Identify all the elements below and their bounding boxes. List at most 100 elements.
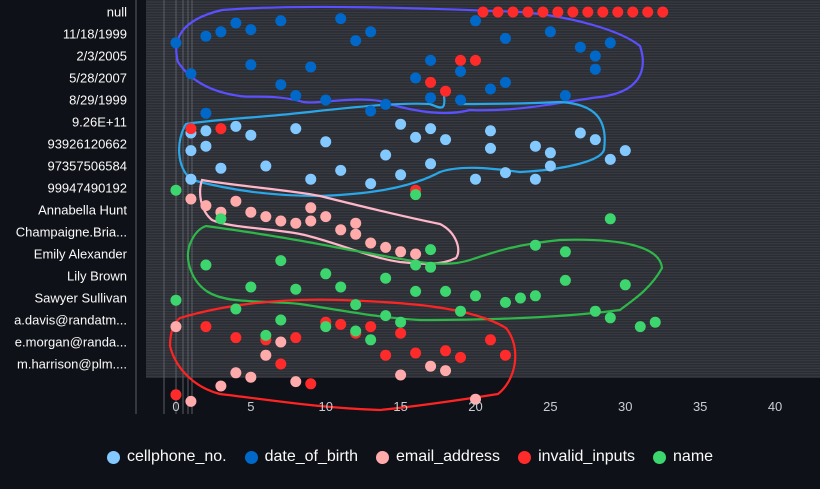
data-point[interactable]	[275, 358, 287, 370]
data-point[interactable]	[350, 228, 362, 240]
data-point[interactable]	[604, 37, 616, 49]
data-point[interactable]	[230, 303, 242, 315]
data-point[interactable]	[320, 321, 332, 333]
data-point[interactable]	[634, 321, 646, 333]
data-point[interactable]	[455, 54, 467, 66]
data-point[interactable]	[290, 332, 302, 344]
data-point[interactable]	[642, 6, 654, 18]
data-point[interactable]	[425, 92, 437, 104]
data-point[interactable]	[619, 145, 631, 157]
data-point[interactable]	[567, 6, 579, 18]
data-point[interactable]	[492, 6, 504, 18]
legend-item-email-address[interactable]: email_address	[376, 448, 500, 466]
data-point[interactable]	[455, 305, 467, 317]
data-point[interactable]	[275, 255, 287, 267]
data-point[interactable]	[440, 285, 452, 297]
data-point[interactable]	[185, 145, 197, 157]
data-point[interactable]	[522, 6, 534, 18]
legend-item-invalid-inputs[interactable]: invalid_inputs	[518, 448, 635, 466]
data-point[interactable]	[455, 351, 467, 363]
data-point[interactable]	[395, 118, 407, 130]
data-point[interactable]	[529, 290, 541, 302]
data-point[interactable]	[185, 123, 197, 135]
data-point[interactable]	[230, 332, 242, 344]
data-point[interactable]	[455, 65, 467, 77]
data-point[interactable]	[320, 268, 332, 280]
data-point[interactable]	[350, 299, 362, 311]
data-point[interactable]	[544, 26, 556, 38]
data-point[interactable]	[514, 292, 526, 304]
data-point[interactable]	[200, 107, 212, 119]
data-point[interactable]	[380, 310, 392, 322]
data-point[interactable]	[365, 105, 377, 117]
data-point[interactable]	[649, 316, 661, 328]
data-point[interactable]	[627, 6, 639, 18]
data-point[interactable]	[589, 63, 601, 75]
data-point[interactable]	[380, 149, 392, 161]
data-point[interactable]	[425, 123, 437, 135]
data-point[interactable]	[380, 349, 392, 361]
data-point[interactable]	[185, 395, 197, 407]
data-point[interactable]	[395, 316, 407, 328]
data-point[interactable]	[230, 17, 242, 29]
legend-item-name[interactable]: name	[653, 448, 713, 466]
data-point[interactable]	[455, 94, 467, 106]
data-point[interactable]	[529, 140, 541, 152]
data-point[interactable]	[290, 123, 302, 135]
data-point[interactable]	[215, 213, 227, 225]
data-point[interactable]	[499, 32, 511, 44]
data-point[interactable]	[290, 217, 302, 229]
data-point[interactable]	[365, 178, 377, 190]
data-point[interactable]	[574, 41, 586, 53]
data-point[interactable]	[589, 134, 601, 146]
data-point[interactable]	[185, 68, 197, 80]
data-point[interactable]	[440, 134, 452, 146]
data-point[interactable]	[589, 50, 601, 62]
data-point[interactable]	[410, 72, 422, 84]
data-point[interactable]	[185, 193, 197, 205]
data-point[interactable]	[425, 54, 437, 66]
data-point[interactable]	[365, 321, 377, 333]
data-point[interactable]	[290, 90, 302, 102]
data-point[interactable]	[245, 24, 257, 36]
data-point[interactable]	[260, 160, 272, 172]
data-point[interactable]	[245, 281, 257, 293]
data-point[interactable]	[230, 120, 242, 132]
data-point[interactable]	[305, 202, 317, 214]
data-point[interactable]	[604, 213, 616, 225]
data-point[interactable]	[559, 274, 571, 286]
data-point[interactable]	[320, 211, 332, 223]
data-point[interactable]	[574, 127, 586, 139]
data-point[interactable]	[200, 140, 212, 152]
data-point[interactable]	[425, 360, 437, 372]
data-point[interactable]	[200, 30, 212, 42]
data-point[interactable]	[477, 6, 489, 18]
data-point[interactable]	[245, 206, 257, 218]
data-point[interactable]	[275, 314, 287, 326]
data-point[interactable]	[582, 6, 594, 18]
data-point[interactable]	[544, 147, 556, 159]
data-point[interactable]	[365, 334, 377, 346]
data-point[interactable]	[275, 79, 287, 91]
data-point[interactable]	[484, 334, 496, 346]
data-point[interactable]	[380, 241, 392, 253]
data-point[interactable]	[589, 305, 601, 317]
data-point[interactable]	[470, 15, 482, 27]
data-point[interactable]	[619, 279, 631, 291]
data-point[interactable]	[410, 259, 422, 271]
data-point[interactable]	[612, 6, 624, 18]
data-point[interactable]	[484, 125, 496, 137]
data-point[interactable]	[484, 83, 496, 95]
data-point[interactable]	[537, 6, 549, 18]
data-point[interactable]	[604, 312, 616, 324]
data-point[interactable]	[499, 167, 511, 179]
data-point[interactable]	[230, 367, 242, 379]
data-point[interactable]	[499, 76, 511, 88]
data-point[interactable]	[170, 389, 182, 401]
data-point[interactable]	[320, 94, 332, 106]
data-point[interactable]	[395, 246, 407, 258]
data-point[interactable]	[604, 153, 616, 165]
data-point[interactable]	[275, 336, 287, 348]
data-point[interactable]	[499, 296, 511, 308]
data-point[interactable]	[544, 160, 556, 172]
